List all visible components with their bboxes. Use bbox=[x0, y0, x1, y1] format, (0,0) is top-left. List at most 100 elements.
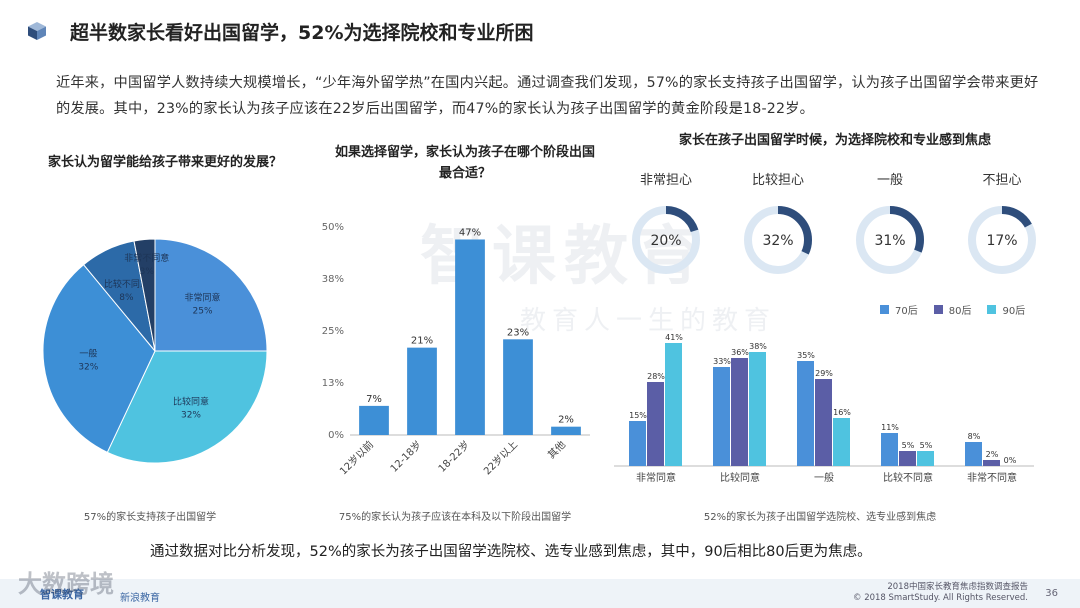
bar bbox=[551, 426, 581, 435]
donut-arc bbox=[744, 206, 812, 274]
grouped-bar bbox=[917, 451, 934, 466]
donut-label: 一般 bbox=[877, 172, 903, 188]
footer-copyright: © 2018 SmartStudy. All Rights Reserved. bbox=[853, 593, 1028, 603]
footer-brand: 智课教育 bbox=[40, 588, 84, 601]
pie-slice-value: 3% bbox=[140, 267, 155, 277]
legend-swatch bbox=[987, 305, 997, 314]
grouped-bar bbox=[731, 358, 748, 466]
page-number: 36 bbox=[1045, 588, 1058, 599]
bar-chart-caption: 75%的家长认为孩子应该在本科及以下阶段出国留学 bbox=[338, 512, 572, 523]
donut-arc bbox=[632, 206, 700, 274]
grouped-bar-value: 5% bbox=[920, 441, 933, 450]
pie-slice bbox=[42, 263, 156, 454]
x-tick-label: 12岁以前 bbox=[337, 438, 376, 477]
footer-report-title: 2018中国家长教育焦虑指数调查报告 bbox=[887, 582, 1028, 592]
bar-value-label: 23% bbox=[507, 327, 529, 338]
age-bar-chart: 0%13%25%38%50%7%12岁以前21%12-18岁47%18-22岁2… bbox=[322, 222, 590, 477]
footer-bar bbox=[0, 579, 1080, 608]
bar bbox=[455, 239, 485, 435]
grouped-bar-value: 5% bbox=[902, 441, 915, 450]
legend: 70后 80后 90后 bbox=[880, 302, 1025, 317]
grouped-bar-value: 15% bbox=[629, 411, 647, 420]
grouped-bar bbox=[629, 421, 646, 466]
grouped-bar bbox=[881, 433, 898, 466]
pie-slice-label: 一般 bbox=[79, 347, 97, 359]
donut-arc bbox=[968, 206, 1036, 274]
y-tick-label: 0% bbox=[328, 430, 344, 441]
grouped-bar-value: 38% bbox=[749, 342, 767, 351]
legend-label: 70后 bbox=[895, 306, 918, 317]
grouped-bar bbox=[665, 343, 682, 466]
x-tick-label: 其他 bbox=[545, 438, 568, 461]
pie-slice bbox=[106, 350, 268, 464]
summary-text: 通过数据对比分析发现，52%的家长为孩子出国留学选院校、选专业感到焦虑，其中，9… bbox=[150, 544, 872, 560]
donut-value: 17% bbox=[986, 233, 1017, 249]
x-tick-label: 12-18岁 bbox=[387, 438, 424, 475]
x-tick-label: 非常同意 bbox=[636, 471, 676, 484]
pie-slice-value: 25% bbox=[193, 306, 213, 316]
pie-chart-caption: 57%的家长支持孩子出国留学 bbox=[83, 512, 217, 523]
grouped-bar bbox=[899, 451, 916, 466]
pie-slice-value: 8% bbox=[119, 293, 134, 303]
grouped-bar bbox=[965, 442, 982, 466]
footer-report-info: 2018中国家长教育焦虑指数调查报告 © 2018 SmartStudy. Al… bbox=[853, 582, 1028, 604]
grouped-bar-value: 41% bbox=[665, 333, 683, 342]
grouped-bar-caption: 52%的家长为孩子出国留学选院校、选专业感到焦虑 bbox=[703, 512, 937, 523]
x-tick-label: 18-22岁 bbox=[435, 438, 472, 475]
grouped-bar bbox=[713, 367, 730, 466]
donut-value: 32% bbox=[762, 233, 793, 249]
grouped-bar bbox=[749, 352, 766, 466]
pie-chart-title: 家长认为留学能给孩子带来更好的发展？ bbox=[47, 155, 282, 170]
donut-group-title: 家长在孩子出国留学时候，为选择院校和专业感到焦虑 bbox=[678, 133, 991, 148]
bar-value-label: 47% bbox=[459, 227, 481, 238]
pie-slice-value: 32% bbox=[181, 411, 201, 421]
pie-slice-label: 非常同意 bbox=[185, 291, 221, 303]
generation-grouped-bar-chart: 15% 28% 41% 非常同意 33%36%38% 比较同意 35%29% 16% 一般 11%… bbox=[614, 333, 1034, 484]
grouped-bar bbox=[647, 382, 664, 466]
donut-label: 非常担心 bbox=[640, 173, 692, 188]
grouped-bar-value: 8% bbox=[968, 432, 981, 441]
x-tick-label: 22岁以上 bbox=[481, 438, 520, 477]
pie-slice bbox=[154, 238, 268, 352]
legend-item-80: 80后 bbox=[933, 302, 972, 317]
pie-slice-label: 比较不同意 bbox=[104, 278, 149, 290]
donut-label: 不担心 bbox=[982, 173, 1021, 188]
grouped-bar-value: 29% bbox=[815, 369, 833, 378]
corner-watermark: 大数跨境 bbox=[18, 570, 114, 598]
x-tick-label: 非常不同意 bbox=[967, 471, 1017, 484]
bar-value-label: 21% bbox=[411, 336, 433, 347]
y-tick-label: 13% bbox=[322, 378, 344, 389]
grouped-bar bbox=[797, 361, 814, 466]
grouped-bar-value: 11% bbox=[881, 423, 899, 432]
x-tick-label: 比较同意 bbox=[720, 471, 760, 484]
x-tick-label: 比较不同意 bbox=[883, 471, 933, 484]
watermark-slogan: 教育人一生的教育 bbox=[520, 306, 777, 336]
anxiety-donut-charts: 非常担心 20% 比较担心 32% 一般 31% 不担心 17% bbox=[632, 172, 1036, 274]
legend-swatch bbox=[880, 305, 889, 314]
intro-paragraph: 近年来，中国留学人数持续大规模增长，“少年海外留学热”在国内兴起。通过调查我们发… bbox=[56, 75, 1039, 117]
bar-value-label: 7% bbox=[366, 394, 382, 405]
legend-label: 90后 bbox=[1002, 306, 1026, 317]
grouped-bar bbox=[983, 460, 1000, 466]
cube-icon bbox=[28, 22, 46, 40]
y-tick-label: 25% bbox=[322, 326, 344, 337]
grouped-bar-value: 35% bbox=[797, 351, 815, 360]
grouped-bar-value: 36% bbox=[731, 348, 749, 357]
bar bbox=[359, 405, 389, 435]
grouped-bar-value: 0% bbox=[1004, 456, 1017, 465]
bar bbox=[407, 347, 437, 435]
grouped-bar bbox=[833, 418, 850, 466]
grouped-bar bbox=[815, 379, 832, 466]
y-tick-label: 38% bbox=[322, 274, 344, 285]
donut-label: 比较担心 bbox=[752, 173, 804, 188]
grouped-bar-value: 2% bbox=[986, 450, 999, 459]
x-tick-label: 一般 bbox=[814, 471, 834, 484]
legend-swatch bbox=[933, 305, 943, 314]
pie-slice bbox=[133, 238, 156, 352]
bar-chart-title: 如果选择留学，家长认为孩子在哪个阶段出国最合适？ bbox=[334, 145, 595, 181]
legend-label: 80后 bbox=[948, 306, 972, 317]
grouped-bar-value: 33% bbox=[713, 357, 731, 366]
pie-slice-label: 非常不同意 bbox=[124, 252, 169, 264]
donut-value: 31% bbox=[874, 233, 905, 249]
pie-slice-label: 比较同意 bbox=[173, 396, 209, 408]
